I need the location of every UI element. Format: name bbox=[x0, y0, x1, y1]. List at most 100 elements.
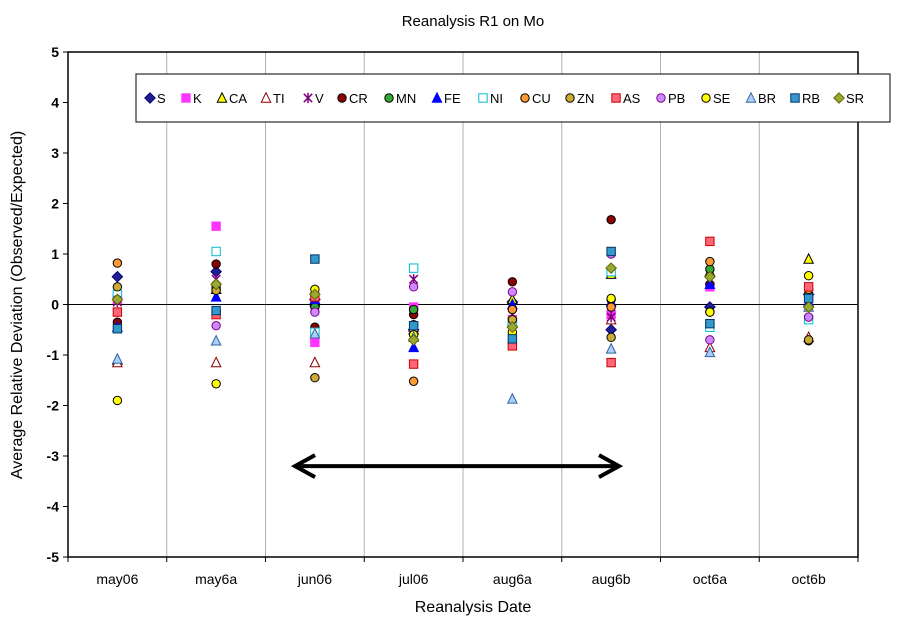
data-point bbox=[211, 221, 221, 231]
data-point bbox=[803, 252, 815, 264]
legend-marker bbox=[144, 92, 156, 104]
data-point bbox=[507, 304, 518, 315]
data-point bbox=[408, 282, 419, 292]
legend-marker bbox=[384, 93, 394, 103]
data-point bbox=[507, 287, 518, 297]
legend-label: CU bbox=[532, 91, 551, 106]
data-point bbox=[408, 304, 419, 315]
annotation-arrow bbox=[290, 453, 624, 479]
y-tick-label: -2 bbox=[47, 398, 60, 414]
data-point bbox=[606, 357, 616, 368]
legend-marker bbox=[701, 93, 711, 103]
legend-marker bbox=[260, 91, 272, 103]
arrow-head-right bbox=[598, 453, 624, 479]
data-point bbox=[408, 376, 419, 386]
legend-item-se: SE bbox=[701, 91, 731, 106]
data-point bbox=[507, 277, 518, 287]
y-axis-label: Average Relative Deviation (Observed/Exp… bbox=[9, 131, 26, 479]
data-point bbox=[310, 337, 320, 348]
data-points bbox=[111, 214, 815, 406]
y-tick-label: 4 bbox=[51, 95, 59, 111]
legend-label: AS bbox=[623, 91, 641, 106]
legend-marker bbox=[520, 93, 530, 103]
legend-label: MN bbox=[396, 91, 416, 106]
legend-item-as: AS bbox=[611, 91, 641, 106]
legend-item-ni: NI bbox=[478, 91, 503, 106]
data-point bbox=[308, 288, 321, 301]
data-point bbox=[211, 379, 221, 389]
legend-marker bbox=[656, 93, 666, 103]
data-point bbox=[210, 290, 222, 302]
legend-marker bbox=[216, 91, 228, 103]
legend-marker bbox=[431, 91, 443, 103]
x-tick-label: may6a bbox=[195, 571, 237, 587]
data-point bbox=[803, 282, 814, 292]
data-point bbox=[112, 324, 123, 334]
legend-marker bbox=[790, 93, 800, 103]
x-tick-label: aug6a bbox=[493, 571, 532, 587]
legend-label: PB bbox=[668, 91, 685, 106]
data-point bbox=[606, 214, 616, 225]
legend-item-k: K bbox=[181, 91, 202, 106]
data-point bbox=[210, 278, 223, 291]
legend-label: NI bbox=[490, 91, 503, 106]
data-point bbox=[408, 321, 419, 331]
data-point bbox=[211, 321, 221, 331]
legend-item-ti: TI bbox=[260, 91, 285, 106]
legend-item-fe: FE bbox=[431, 91, 461, 106]
data-point bbox=[606, 302, 616, 312]
legend-marker bbox=[833, 92, 845, 104]
legend-label: SR bbox=[846, 91, 864, 106]
legend-item-cu: CU bbox=[520, 91, 551, 106]
data-point bbox=[210, 356, 222, 368]
y-axis-ticks: 5 4 3 2 1 0 -1 -2 -3 -4 -5 bbox=[47, 44, 68, 565]
data-point bbox=[112, 395, 123, 406]
legend-marker bbox=[565, 93, 575, 103]
legend-label: TI bbox=[273, 91, 285, 106]
x-tick-label: oct6a bbox=[693, 571, 727, 587]
y-tick-label: 1 bbox=[51, 246, 59, 262]
data-point bbox=[507, 334, 518, 344]
chart-title: Reanalysis R1 on Mo bbox=[402, 13, 545, 30]
data-point bbox=[704, 277, 716, 289]
data-point bbox=[506, 321, 519, 334]
y-tick-label: 2 bbox=[51, 196, 59, 212]
legend-item-ca: CA bbox=[216, 91, 247, 106]
legend-marker bbox=[337, 93, 347, 103]
data-point bbox=[803, 335, 814, 345]
legend-item-rb: RB bbox=[790, 91, 820, 106]
legend-label: S bbox=[157, 91, 166, 106]
data-point bbox=[211, 305, 221, 316]
data-point bbox=[606, 332, 616, 343]
data-point bbox=[705, 307, 715, 317]
y-tick-label: -3 bbox=[47, 448, 60, 464]
data-point bbox=[802, 301, 815, 313]
y-tick-label: 5 bbox=[51, 44, 59, 60]
legend-box bbox=[135, 73, 891, 123]
data-point bbox=[210, 334, 222, 346]
legend: S K CA TI V CR MN FE NI CU ZN AS PB SE BR RB SR bbox=[135, 73, 891, 123]
legend-item-sr: SR bbox=[833, 91, 864, 106]
legend-item-s: S bbox=[144, 91, 166, 106]
data-point bbox=[211, 246, 221, 257]
data-point bbox=[111, 352, 123, 364]
data-point bbox=[606, 293, 616, 304]
legend-label: CR bbox=[349, 91, 368, 106]
data-point bbox=[606, 311, 616, 323]
legend-label: FE bbox=[444, 91, 461, 106]
data-point bbox=[408, 263, 419, 273]
data-point bbox=[704, 346, 716, 358]
y-tick-label: 0 bbox=[51, 297, 59, 313]
x-tick-label: jul06 bbox=[398, 571, 429, 587]
data-point bbox=[310, 373, 320, 383]
y-tick-label: -5 bbox=[47, 549, 60, 565]
legend-label: ZN bbox=[577, 91, 594, 106]
legend-marker bbox=[745, 91, 757, 103]
x-tick-label: may06 bbox=[96, 571, 138, 587]
data-point bbox=[112, 282, 123, 292]
data-point bbox=[605, 342, 617, 354]
data-point bbox=[408, 341, 420, 353]
y-tick-label: -1 bbox=[47, 347, 60, 363]
data-point bbox=[803, 312, 814, 322]
